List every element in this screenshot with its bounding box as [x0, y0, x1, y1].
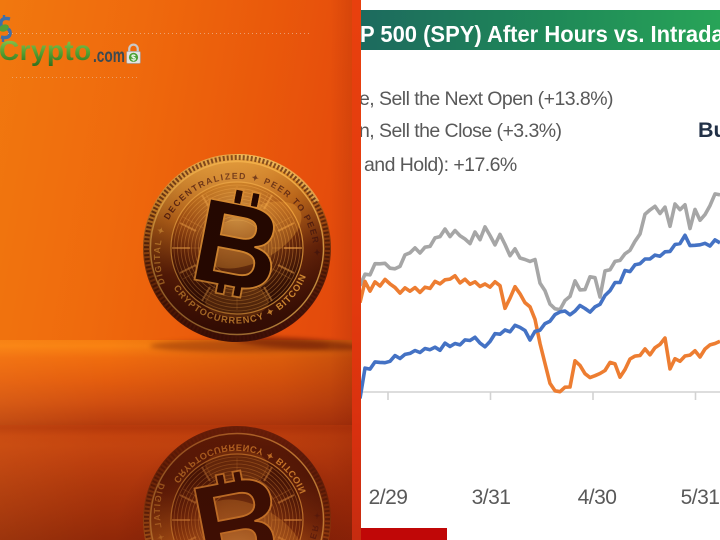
svg-text:$: $ [131, 53, 136, 63]
